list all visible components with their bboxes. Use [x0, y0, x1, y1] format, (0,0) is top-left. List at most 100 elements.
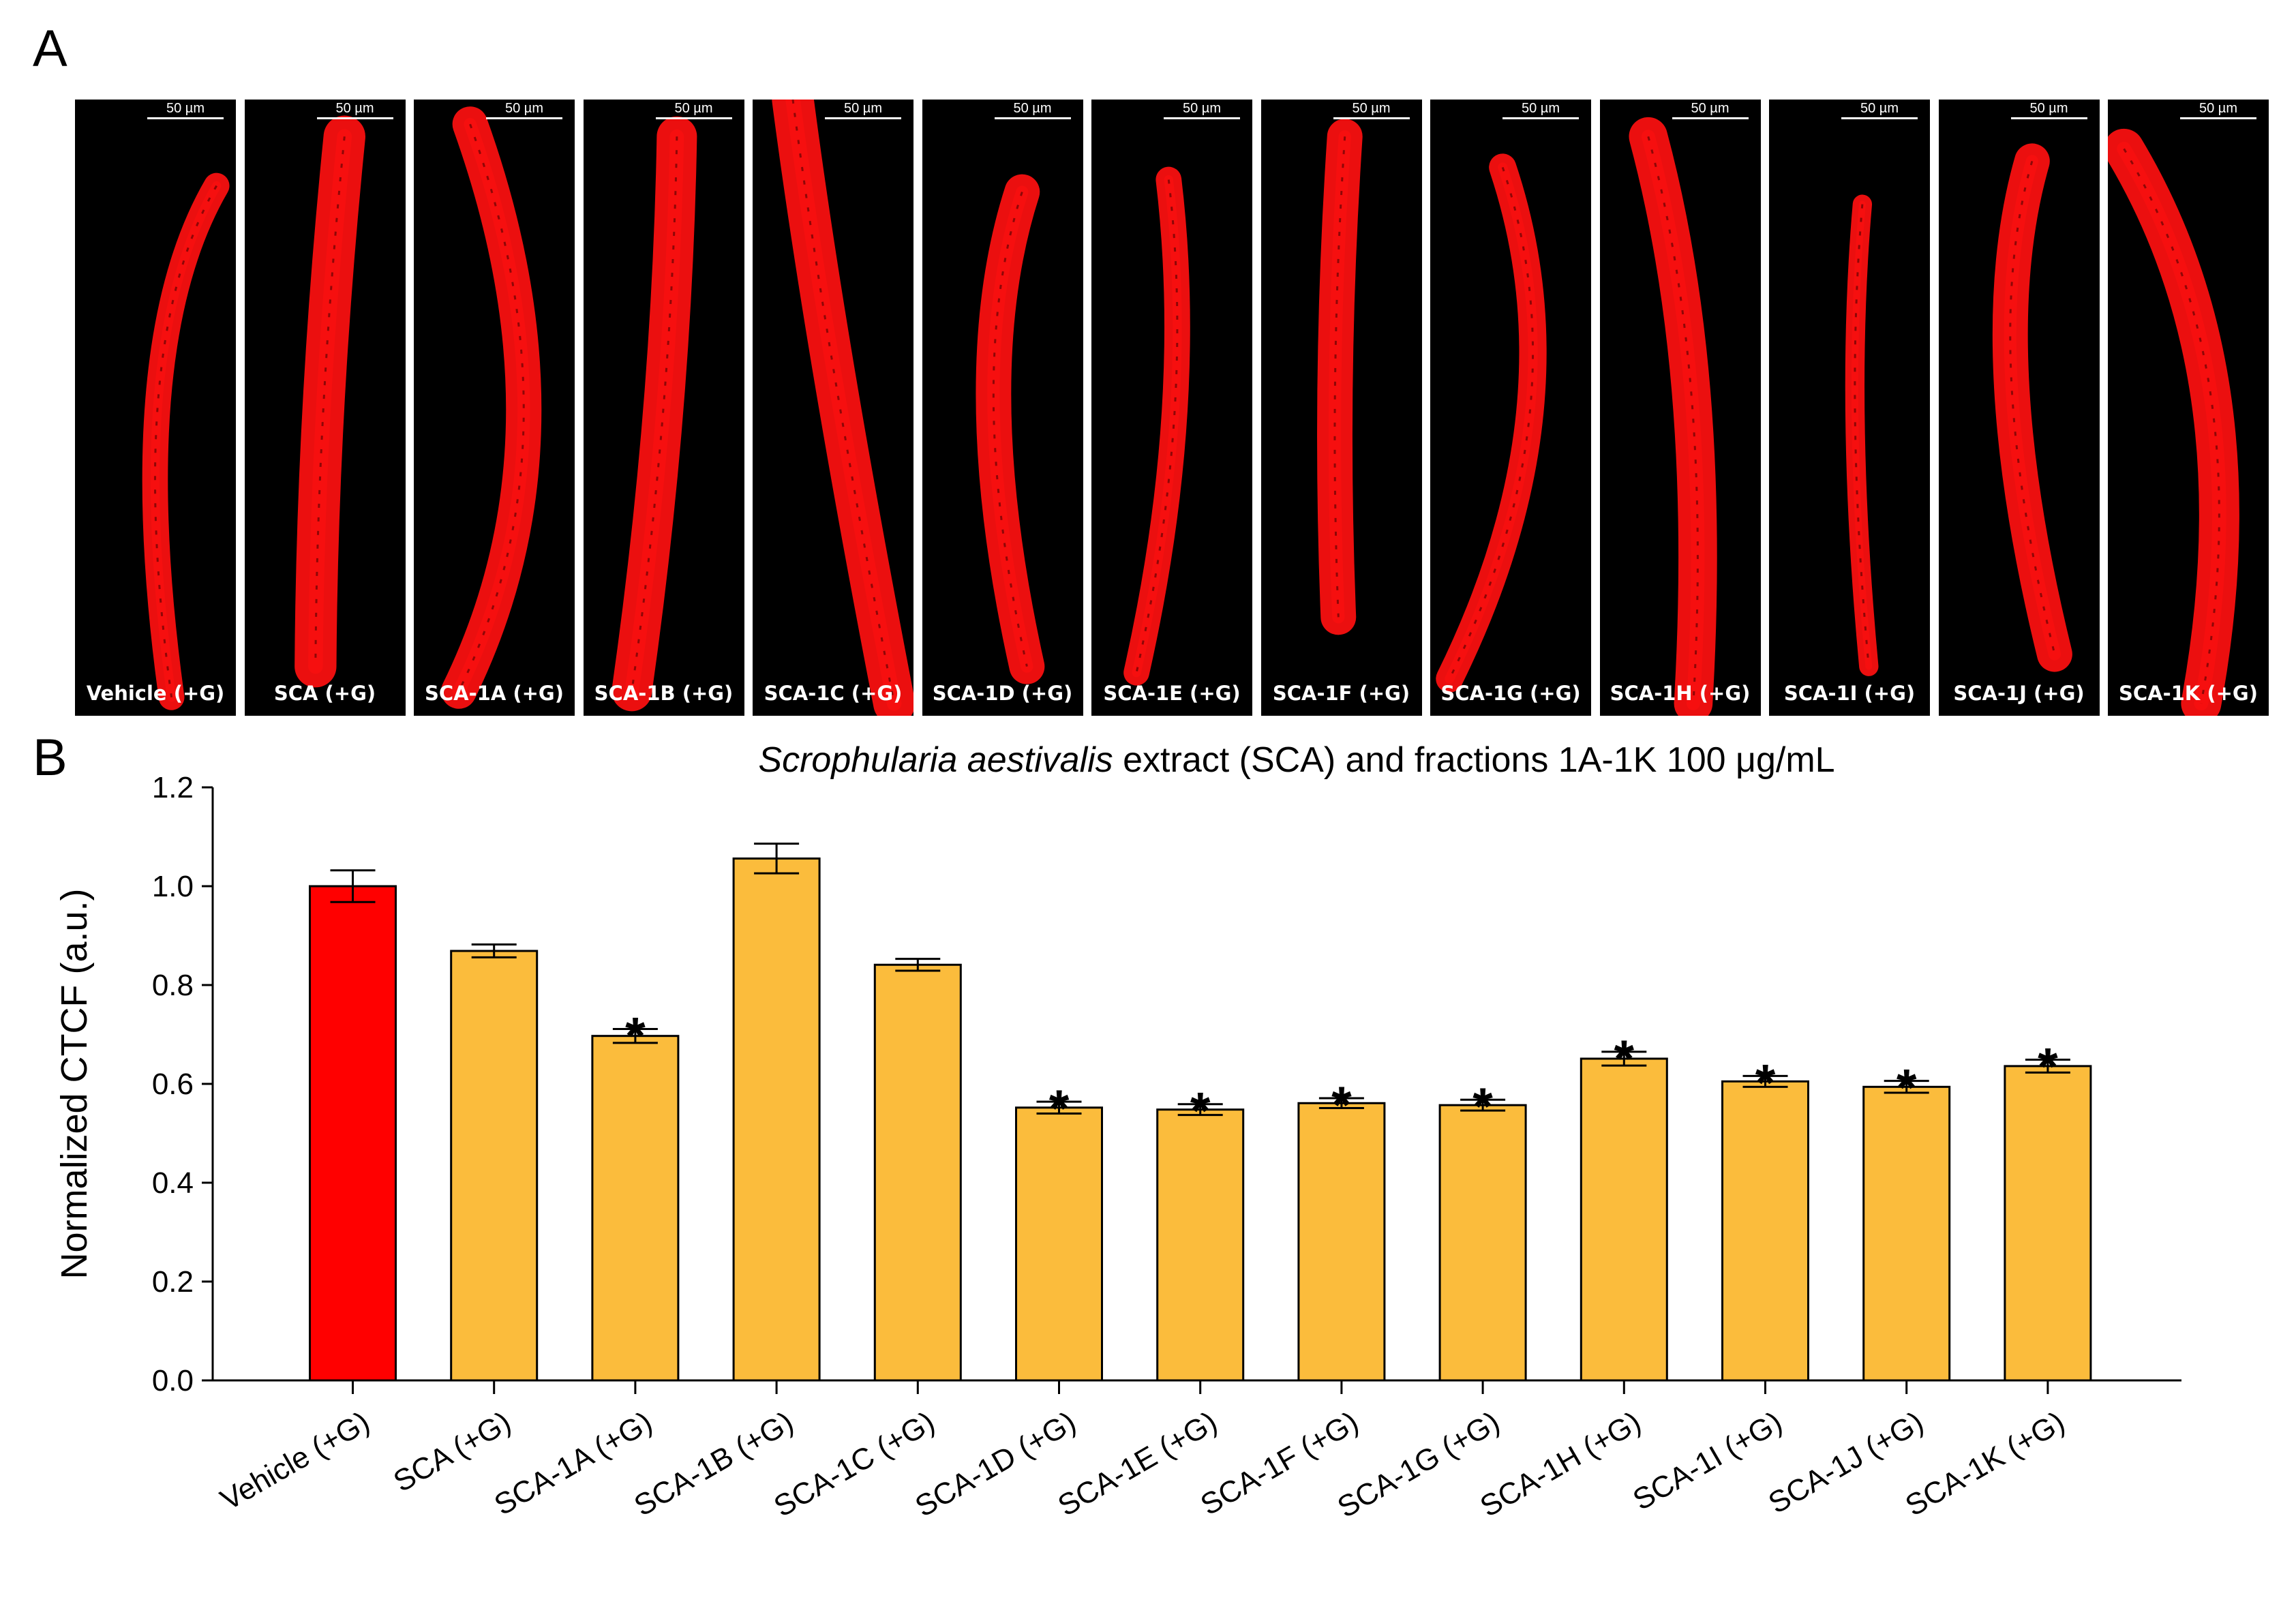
error-bar [1460, 1098, 1506, 1112]
micrograph: 50 µm SCA-1F (+G) [1260, 100, 1422, 716]
y-tick-label: 0.8 [152, 969, 194, 1002]
significance-star: * [1049, 1080, 1070, 1138]
bar [450, 950, 539, 1382]
bar [1297, 1102, 1386, 1382]
micrograph-label: SCA-1F (+G) [1272, 682, 1410, 705]
micrograph: 50 µm SCA (+G) [244, 100, 406, 716]
bar [1580, 1057, 1668, 1382]
y-tick-label: 0.6 [152, 1068, 194, 1101]
scale-bar-label: 50 µm [505, 101, 543, 116]
y-tick-label: 0.4 [152, 1166, 194, 1200]
x-tick-label: SCA-1H (+G) [1475, 1405, 1646, 1524]
scale-bar-label: 50 µm [2029, 101, 2068, 116]
micrograph-label: SCA-1E (+G) [1103, 682, 1241, 705]
worm-image [975, 174, 1044, 684]
micrograph-label: SCA (+G) [273, 682, 376, 705]
panel-a-letter: A [33, 20, 67, 78]
error-bar [1318, 1097, 1364, 1110]
chart-title: Scrophularia aestivalis extract (SCA) an… [758, 740, 1834, 780]
worm-image [611, 116, 697, 712]
micrograph: 50 µm SCA-1H (+G) [1599, 100, 1761, 716]
significance-star: * [1614, 1030, 1635, 1088]
error-bar [754, 843, 800, 875]
x-tick-label: SCA-1E (+G) [1053, 1405, 1223, 1523]
bar [1438, 1104, 1527, 1382]
scale-bar [2010, 117, 2087, 119]
significance-star: * [625, 1008, 646, 1065]
bar [1015, 1106, 1103, 1382]
micrograph-label: SCA-1C (+G) [764, 682, 903, 705]
y-tick-label: 1.0 [152, 870, 194, 903]
micrograph: 50 µm SCA-1C (+G) [753, 100, 913, 716]
bar [873, 963, 962, 1382]
scale-bar-label: 50 µm [674, 101, 713, 116]
scale-bar-label: 50 µm [1183, 101, 1221, 116]
scale-bar [1502, 117, 1579, 119]
worm-image [1436, 153, 1547, 693]
x-tick-label: SCA-1K (+G) [1900, 1405, 2070, 1523]
error-bar [2025, 1058, 2070, 1074]
bar [1156, 1108, 1245, 1382]
micrograph-label: SCA-1I (+G) [1783, 682, 1916, 705]
scale-bar [655, 117, 732, 119]
x-tick-label: SCA-1I (+G) [1627, 1405, 1787, 1517]
micrograph: 50 µm SCA-1J (+G) [1938, 100, 2100, 716]
scale-bar-label: 50 µm [1522, 101, 1560, 116]
x-tick-label: SCA (+G) [388, 1405, 517, 1498]
micrograph: 50 µm SCA-1E (+G) [1091, 100, 1252, 716]
micrograph: 50 µm SCA-1I (+G) [1769, 100, 1930, 716]
x-tick-label: SCA-1D (+G) [909, 1405, 1081, 1524]
scale-bar-label: 50 µm [1860, 101, 1899, 116]
worm-image [1845, 194, 1879, 676]
micrograph: 50 µm Vehicle (+G) [75, 100, 236, 716]
error-bar [895, 958, 941, 972]
bar [1721, 1080, 1809, 1382]
scale-bar-label: 50 µm [166, 101, 205, 116]
scale-bar [1333, 117, 1410, 119]
bar [2004, 1065, 2092, 1382]
bar [1862, 1085, 1951, 1382]
error-bar [330, 869, 376, 903]
scale-bar [994, 117, 1071, 119]
micrograph-label: SCA-1J (+G) [1953, 682, 2085, 705]
x-tick-label: SCA-1A (+G) [489, 1405, 658, 1522]
micrograph: 50 µm SCA-1K (+G) [2108, 100, 2269, 716]
micrograph: 50 µm SCA-1A (+G) [414, 100, 575, 716]
micrograph: 50 µm SCA-1G (+G) [1430, 100, 1591, 716]
x-tick-label: Vehicle (+G) [215, 1405, 375, 1517]
scale-bar-label: 50 µm [1013, 101, 1052, 116]
worm-image [1628, 117, 1717, 716]
bar [591, 1035, 680, 1382]
error-bar [471, 943, 517, 958]
y-tick-label: 0.0 [152, 1364, 194, 1397]
significance-star: * [1897, 1059, 1917, 1117]
worm-image [2108, 128, 2239, 716]
significance-star: * [1472, 1078, 1493, 1136]
significance-star: * [2038, 1038, 2058, 1095]
x-tick-label: SCA-1G (+G) [1332, 1405, 1505, 1524]
micrograph: 50 µm SCA-1D (+G) [922, 100, 1083, 716]
significance-star: * [1755, 1054, 1776, 1112]
scale-bar [147, 117, 224, 119]
error-bar [1036, 1100, 1082, 1115]
worm-image [1316, 119, 1363, 635]
scale-bar [2180, 117, 2256, 119]
error-bar [1601, 1050, 1647, 1067]
micrograph-label: SCA-1K (+G) [2118, 682, 2258, 705]
y-tick-label: 1.2 [152, 771, 194, 804]
bar [732, 857, 821, 1382]
scale-bar-label: 50 µm [844, 101, 882, 116]
y-tick-label: 0.2 [152, 1265, 194, 1299]
worm-image [441, 106, 542, 709]
panel-b-letter: B [33, 729, 67, 787]
micrograph-label: Vehicle (+G) [86, 682, 225, 705]
error-bar [612, 1028, 658, 1044]
micrograph-label: SCA-1A (+G) [425, 682, 564, 705]
scale-bar [486, 117, 562, 119]
worm-image [294, 115, 365, 688]
scale-bar-label: 50 µm [335, 101, 374, 116]
worm-image [1992, 143, 2072, 672]
worm-image [142, 172, 230, 710]
significance-star: * [1190, 1083, 1211, 1140]
